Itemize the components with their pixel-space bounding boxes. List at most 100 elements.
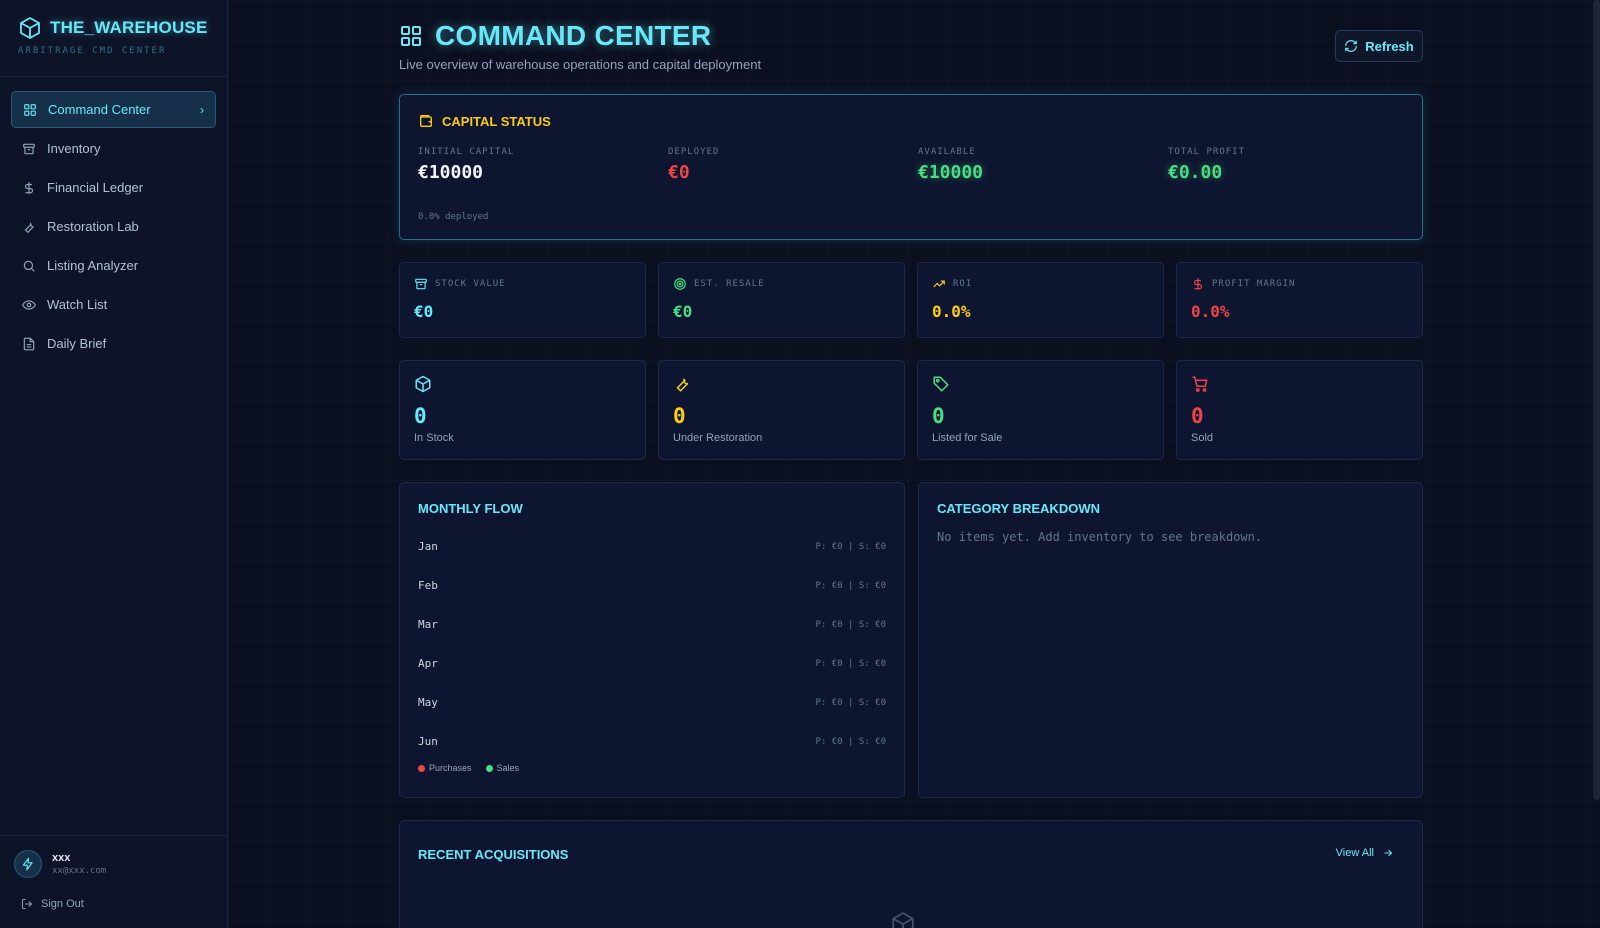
sign-out-button[interactable]: Sign Out [21, 898, 214, 910]
page-scrollbar[interactable] [1593, 0, 1600, 800]
table-row: Mar P: €0 | S: €0 [418, 605, 886, 644]
sidebar-item-financial-ledger[interactable]: Financial Ledger [11, 169, 216, 206]
refresh-icon [1345, 40, 1358, 52]
metric-label: EST. RESALE [694, 279, 765, 289]
sidebar-item-daily-brief[interactable]: Daily Brief [11, 325, 216, 362]
legend-purchases: Purchases [418, 763, 472, 773]
logout-icon [22, 899, 33, 909]
sidebar-item-watch-list[interactable]: Watch List [11, 286, 216, 323]
count-label: In Stock [414, 432, 454, 444]
sidebar-item-restoration-lab[interactable]: Restoration Lab [11, 208, 216, 245]
target-icon [674, 278, 686, 290]
deployed-value: €0 [668, 162, 690, 183]
archive-icon [415, 278, 427, 290]
est-resale-card: EST. RESALE €0 [658, 262, 905, 338]
table-row: May P: €0 | S: €0 [418, 683, 886, 722]
deployed-percentage: 0.0% deployed [418, 212, 489, 222]
initial-capital-label: INITIAL CAPITAL [418, 147, 515, 157]
counts-row: 0 In Stock 0 Under Restoration 0 Listed … [399, 360, 1423, 460]
total-profit-value: €0.00 [1168, 162, 1223, 183]
table-row: Apr P: €0 | S: €0 [418, 644, 886, 683]
in-stock-card[interactable]: 0 In Stock [399, 360, 646, 460]
brand-subtitle: ARBITRAGE CMD CENTER [18, 46, 167, 56]
grid-icon [24, 103, 36, 116]
dollar-icon [1193, 278, 1203, 290]
refresh-button[interactable]: Refresh [1335, 30, 1423, 62]
deployed-stat: DEPLOYED €0 [668, 147, 918, 183]
cart-icon [1192, 376, 1208, 392]
flow-month: Jan [418, 540, 438, 553]
count-value: 0 [1191, 404, 1204, 428]
recent-acquisitions-card: RECENT ACQUISITIONS View All [399, 820, 1423, 928]
metric-value: 0.0% [932, 302, 971, 321]
capital-status-title: CAPITAL STATUS [442, 113, 551, 129]
stock-value-card: STOCK VALUE €0 [399, 262, 646, 338]
sign-out-label: Sign Out [41, 898, 84, 910]
count-label: Listed for Sale [932, 432, 1003, 444]
grid-icon [401, 26, 421, 46]
trending-up-icon [933, 280, 945, 288]
wrench-icon [676, 378, 689, 392]
capital-status-card: CAPITAL STATUS INITIAL CAPITAL €10000 DE… [399, 94, 1423, 240]
metric-label: PROFIT MARGIN [1212, 279, 1296, 289]
dollar-icon [24, 181, 34, 194]
avatar[interactable] [14, 850, 42, 878]
table-row: Jan P: €0 | S: €0 [418, 527, 886, 566]
metrics-row: STOCK VALUE €0 EST. RESALE €0 ROI 0.0% P… [399, 262, 1423, 338]
user-block: xxx xx@xxx.com Sign Out [0, 835, 228, 928]
wrench-icon [24, 221, 34, 233]
initial-capital-stat: INITIAL CAPITAL €10000 [418, 147, 668, 183]
sidebar-item-label: Inventory [47, 141, 101, 156]
flow-values: P: €0 | S: €0 [815, 736, 886, 747]
total-profit-stat: TOTAL PROFIT €0.00 [1168, 147, 1418, 183]
bolt-icon [22, 857, 33, 871]
legend-purchases-label: Purchases [429, 763, 472, 773]
search-icon [23, 260, 35, 272]
sidebar-item-listing-analyzer[interactable]: Listing Analyzer [11, 247, 216, 284]
page-header: COMMAND CENTER Live overview of warehous… [399, 0, 1423, 92]
sidebar: THE_WAREHOUSE ARBITRAGE CMD CENTER Comma… [0, 0, 228, 928]
eye-icon [22, 299, 36, 310]
sidebar-item-inventory[interactable]: Inventory [11, 130, 216, 167]
sold-card[interactable]: 0 Sold [1176, 360, 1423, 460]
arrow-right-icon [1384, 849, 1393, 857]
view-all-label: View All [1335, 847, 1374, 859]
sidebar-item-label: Financial Ledger [47, 180, 144, 195]
wallet-icon [420, 115, 432, 127]
count-value: 0 [932, 404, 945, 428]
page-title: COMMAND CENTER [435, 20, 712, 51]
user-name: xxx [52, 852, 71, 864]
empty-state-message: No items yet. Add inventory to see break… [937, 530, 1263, 544]
flow-values: P: €0 | S: €0 [815, 658, 886, 669]
sidebar-item-label: Restoration Lab [47, 219, 139, 234]
table-row: Jun P: €0 | S: €0 [418, 722, 886, 761]
box-icon [415, 375, 431, 393]
view-all-link[interactable]: View All [1336, 847, 1394, 859]
legend-sales: Sales [485, 763, 519, 773]
refresh-label: Refresh [1365, 38, 1414, 54]
sidebar-item-command-center[interactable]: Command Center › [11, 91, 216, 128]
flow-values: P: €0 | S: €0 [815, 580, 886, 591]
chevron-right-icon: › [200, 102, 204, 117]
flow-month: Mar [418, 618, 438, 631]
user-email: xx@xxx.com [52, 866, 107, 876]
count-label: Under Restoration [673, 432, 763, 444]
under-restoration-card[interactable]: 0 Under Restoration [658, 360, 905, 460]
brand: THE_WAREHOUSE ARBITRAGE CMD CENTER [0, 0, 227, 77]
metric-label: ROI [953, 279, 973, 289]
listed-for-sale-card[interactable]: 0 Listed for Sale [917, 360, 1164, 460]
total-profit-label: TOTAL PROFIT [1168, 147, 1246, 157]
roi-card: ROI 0.0% [917, 262, 1164, 338]
deployed-label: DEPLOYED [668, 147, 720, 157]
flow-legend: Purchases Sales [418, 763, 886, 773]
category-breakdown-title: CATEGORY BREAKDOWN [937, 501, 1100, 516]
sidebar-item-label: Listing Analyzer [47, 258, 139, 273]
flow-values: P: €0 | S: €0 [815, 541, 886, 552]
tag-icon [933, 376, 949, 392]
metric-value: €0 [414, 302, 434, 321]
table-row: Feb P: €0 | S: €0 [418, 566, 886, 605]
metric-label: STOCK VALUE [435, 279, 506, 289]
count-value: 0 [673, 404, 686, 428]
available-label: AVAILABLE [918, 147, 976, 157]
flow-month: Jun [418, 735, 438, 748]
